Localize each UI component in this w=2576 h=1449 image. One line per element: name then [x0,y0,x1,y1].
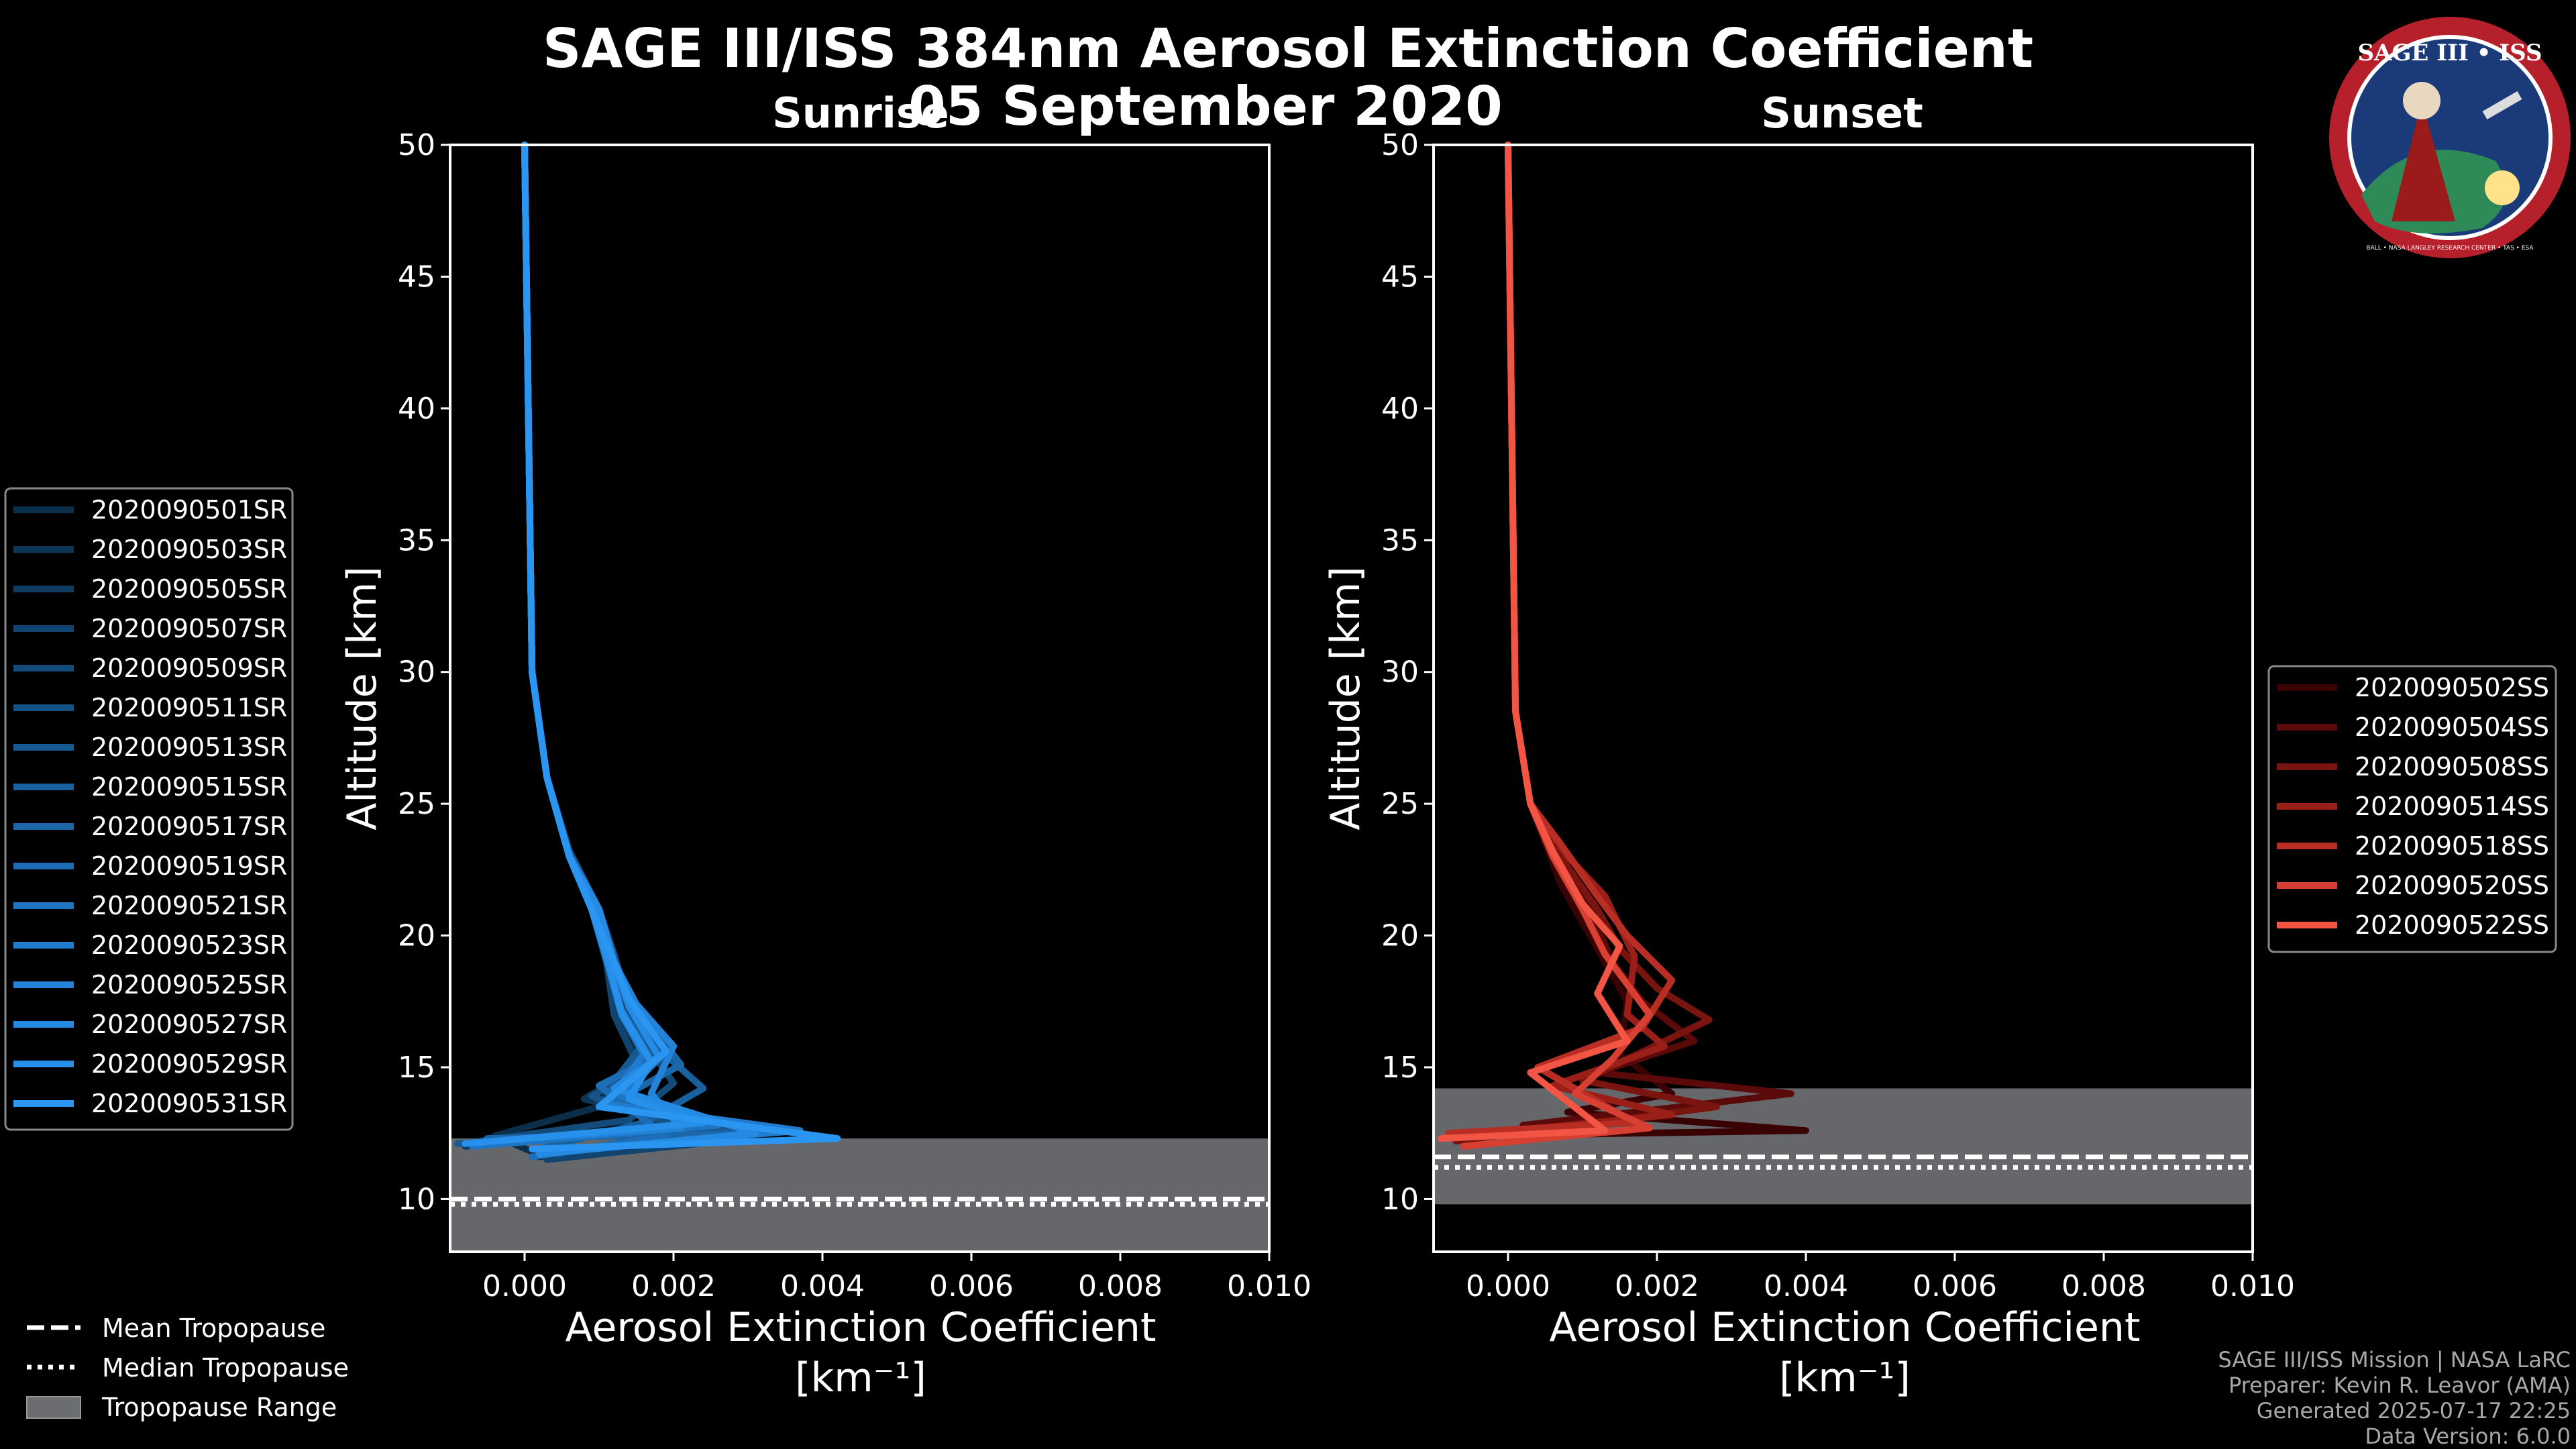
sunset-legend-label: 2020090502SS [2355,673,2549,702]
sunrise-x-tick-label: 0.010 [1227,1269,1311,1303]
credit-mission: SAGE III/ISS Mission | NASA LaRC [2218,1347,2571,1373]
median-tropopause-label: Median Tropopause [102,1353,349,1383]
sunrise-y-tick-label: 45 [398,260,435,294]
sunset-x-axis-unit: [km⁻¹] [1779,1354,1911,1401]
sunrise-legend-label: 2020090505SR [91,574,287,604]
sunset-legend-label: 2020090520SS [2355,871,2549,900]
sunset-x-tick-label: 0.000 [1466,1269,1550,1303]
sunset-legend-label: 2020090504SS [2355,712,2549,742]
sunset-y-tick-label: 15 [1381,1051,1419,1085]
sunrise-panel-title: Sunrise [772,89,949,138]
sunset-x-tick-label: 0.006 [1913,1269,1997,1303]
sunset-x-tick-label: 0.010 [2210,1269,2295,1303]
tropopause-range-label: Tropopause Range [101,1393,337,1422]
sunrise-legend-label: 2020090519SR [91,851,287,881]
sunrise-legend-label: 2020090525SR [91,970,287,1000]
sun-icon [2485,170,2520,205]
sunset-legend: 2020090502SS 2020090504SS 2020090508SS 2020… [2267,665,2557,953]
sunset-panel: 0.000 0.002 0.004 0.006 0.008 0.010 10 15 20 25 30… [1322,128,2295,1401]
sunrise-legend-label: 2020090523SR [91,930,287,960]
sage-mission-logo: SAGE III • ISS BALL • NASA LANGLEY RESEA… [2329,17,2571,258]
logo-title-text: SAGE III • ISS [2357,40,2542,66]
credit-data-version: Data Version: 6.0.0 [2365,1424,2571,1449]
sunset-axes-frame [1432,144,2254,1253]
sunset-legend-box [2267,665,2557,953]
iss-station-icon [2482,91,2522,120]
sunrise-ticks: 0.000 0.002 0.004 0.006 0.008 0.010 10 15 20 25 30… [398,128,1311,1303]
sunrise-y-tick-label: 25 [398,787,435,821]
sunset-x-tick-label: 0.008 [2061,1269,2146,1303]
sunset-x-axis-label: Aerosol Extinction Coefficient [1550,1304,2141,1351]
sunset-legend-label: 2020090508SS [2355,752,2549,782]
sunrise-profile-2020090531SR [521,142,841,1152]
sunrise-y-axis-label: Altitude [km] [339,566,386,830]
logo-bottom-text: BALL • NASA LANGLEY RESEARCH CENTER • TA… [2366,245,2534,252]
sunrise-y-tick-label: 10 [398,1182,435,1216]
sunrise-legend-label: 2020090511SR [91,693,287,722]
sunset-y-tick-label: 10 [1381,1182,1419,1216]
sunrise-legend-label: 2020090531SR [91,1089,287,1118]
sunrise-x-axis-unit: [km⁻¹] [795,1354,926,1401]
sunrise-x-tick-label: 0.000 [482,1269,567,1303]
chart-date: 05 September 2020 [908,75,1503,138]
sunrise-legend-label: 2020090503SR [91,535,287,564]
sunset-legend-label: 2020090522SS [2355,910,2549,940]
sunrise-legend-label: 2020090507SR [91,614,287,643]
sunset-y-tick-label: 35 [1381,523,1419,557]
mean-tropopause-label: Mean Tropopause [102,1313,325,1343]
sunrise-legend-label: 2020090527SR [91,1010,287,1039]
sunrise-panel: 0.000 0.002 0.004 0.006 0.008 0.010 10 15 20 25 30… [339,128,1311,1401]
sunset-legend-label: 2020090518SS [2355,831,2549,861]
sunrise-legend-box [4,487,294,1131]
sunset-x-tick-label: 0.004 [1764,1269,1848,1303]
sunrise-legend-label: 2020090515SR [91,772,287,802]
credit-preparer: Preparer: Kevin R. Leavor (AMA) [2229,1373,2571,1398]
sunrise-x-tick-label: 0.004 [780,1269,865,1303]
sunset-profile-2020090522SS [1438,142,1631,1142]
sunrise-x-tick-label: 0.006 [929,1269,1014,1303]
sunset-y-tick-label: 20 [1381,919,1419,953]
credits: SAGE III/ISS Mission | NASA LaRC Prepare… [2218,1347,2571,1449]
sunrise-legend: 2020090501SR 2020090503SR 2020090505SR 2020… [4,487,294,1131]
sunrise-legend-label: 2020090517SR [91,812,287,841]
sunrise-y-tick-label: 35 [398,523,435,557]
sunset-y-tick-label: 25 [1381,787,1419,821]
sunrise-y-tick-label: 50 [398,128,435,162]
sunset-y-tick-label: 45 [1381,260,1419,294]
tropopause-range-swatch [26,1396,81,1419]
sunrise-y-tick-label: 40 [398,392,435,426]
sunset-y-tick-label: 50 [1381,128,1419,162]
chart-title: SAGE III/ISS 384nm Aerosol Extinction Co… [543,17,2033,80]
sunrise-legend-label: 2020090509SR [91,653,287,683]
sunrise-legend-label: 2020090521SR [91,891,287,920]
sunset-tropopause-range [1434,1088,2253,1205]
sunrise-x-tick-label: 0.002 [631,1269,716,1303]
sunset-legend-label: 2020090514SS [2355,792,2549,821]
sunrise-legend-label: 2020090529SR [91,1049,287,1079]
sunrise-x-tick-label: 0.008 [1078,1269,1163,1303]
sunset-ticks: 0.000 0.002 0.004 0.006 0.008 0.010 10 15 20 25 30… [1381,128,2295,1303]
sunset-y-tick-label: 30 [1381,655,1419,690]
sunset-tropopause [1434,1088,2253,1205]
sunrise-y-tick-label: 15 [398,1051,435,1085]
sunset-y-tick-label: 40 [1381,392,1419,426]
credit-generated: Generated 2025-07-17 22:25 [2257,1398,2571,1424]
tropopause-legend: Mean Tropopause Median Tropopause Tropop… [26,1313,349,1422]
sunset-y-axis-label: Altitude [km] [1322,566,1369,830]
wizard-figure-icon [2392,101,2455,221]
sunset-profiles [1438,142,1809,1150]
sunrise-legend-label: 2020090501SR [91,495,287,525]
sunset-panel-title: Sunset [1761,89,1923,138]
sunrise-y-tick-label: 20 [398,919,435,953]
sunrise-axes-frame [449,144,1271,1253]
sunrise-y-tick-label: 30 [398,655,435,690]
sunset-x-tick-label: 0.002 [1615,1269,1699,1303]
wizard-head-icon [2403,82,2440,119]
sunrise-x-axis-label: Aerosol Extinction Coefficient [566,1304,1157,1351]
sunrise-profiles [454,142,841,1163]
sunrise-legend-label: 2020090513SR [91,733,287,762]
